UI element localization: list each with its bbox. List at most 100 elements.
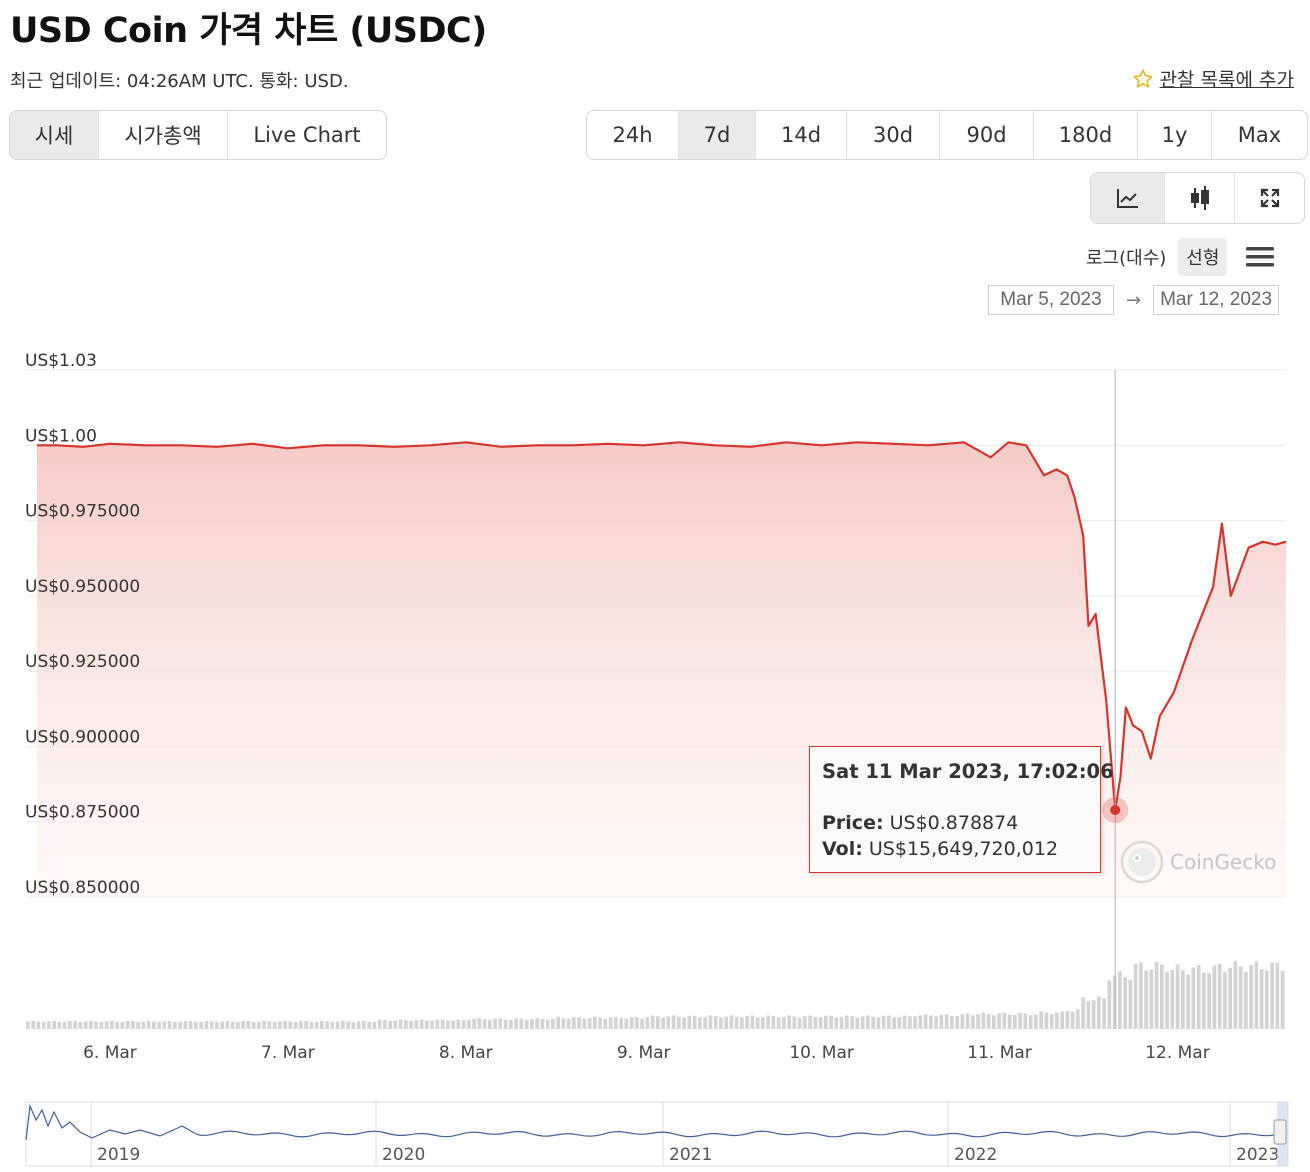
volume-bar bbox=[1102, 998, 1106, 1029]
volume-bar bbox=[1223, 971, 1227, 1029]
volume-bar bbox=[472, 1019, 476, 1029]
volume-bar bbox=[115, 1021, 119, 1029]
range-180d-button[interactable]: 180d bbox=[1034, 111, 1138, 159]
price-line bbox=[37, 441, 1287, 812]
volume-bar bbox=[545, 1019, 550, 1029]
volume-bar bbox=[1123, 977, 1127, 1029]
fullscreen-button[interactable] bbox=[1235, 173, 1304, 223]
fullscreen-icon bbox=[1260, 188, 1279, 208]
volume-bar bbox=[682, 1017, 686, 1029]
range-max-button[interactable]: Max bbox=[1237, 123, 1282, 147]
volume-bar bbox=[367, 1021, 371, 1029]
volume-bar bbox=[262, 1020, 266, 1029]
volume-bar bbox=[671, 1015, 676, 1029]
range-1y-button[interactable]: 1y bbox=[1138, 111, 1212, 159]
volume-bar bbox=[1149, 969, 1154, 1029]
x-tick-label: 9. Mar bbox=[617, 1043, 671, 1063]
volume-bar bbox=[104, 1021, 109, 1029]
volume-bar bbox=[540, 1019, 545, 1029]
tooltip-price-value: US$0.878874 bbox=[889, 812, 1019, 834]
volume-bar bbox=[1039, 1011, 1043, 1029]
volume-bar bbox=[792, 1016, 797, 1029]
volume-bar bbox=[1244, 971, 1248, 1029]
volume-bar bbox=[36, 1021, 41, 1029]
range-14d-button[interactable]: 14d bbox=[756, 111, 847, 159]
volume-bar bbox=[162, 1021, 167, 1029]
volume-bar bbox=[372, 1022, 377, 1029]
menu-icon[interactable] bbox=[1245, 245, 1275, 269]
volume-bar bbox=[251, 1022, 256, 1029]
tab-market-cap[interactable]: 시가총액 bbox=[99, 111, 228, 159]
volume-bar bbox=[1060, 1011, 1064, 1029]
volume-bar bbox=[629, 1017, 634, 1029]
watermark-text: CoinGecko bbox=[1170, 850, 1277, 874]
log-scale-button[interactable]: 로그(대수) bbox=[1086, 248, 1167, 269]
volume-bar bbox=[918, 1015, 923, 1029]
volume-bar bbox=[41, 1022, 46, 1029]
volume-bar bbox=[278, 1021, 282, 1029]
volume-bar bbox=[1144, 970, 1148, 1029]
volume-bar bbox=[992, 1015, 996, 1029]
volume-bar bbox=[62, 1021, 67, 1029]
volume-bar bbox=[246, 1021, 251, 1029]
add-to-watchlist-link[interactable]: 관찰 목록에 추가 bbox=[1132, 65, 1294, 92]
volume-bar bbox=[346, 1021, 350, 1029]
tab-live-chart[interactable]: Live Chart bbox=[253, 123, 361, 147]
candlestick-button[interactable] bbox=[1165, 173, 1235, 223]
line-chart-button[interactable] bbox=[1091, 173, 1165, 223]
volume-bar bbox=[209, 1021, 214, 1029]
volume-bar bbox=[78, 1022, 83, 1029]
tab-price[interactable]: 시세 bbox=[10, 111, 99, 159]
volume-bar bbox=[194, 1022, 198, 1029]
volume-bar bbox=[855, 1017, 860, 1029]
volume-bar bbox=[923, 1014, 928, 1029]
volume-bar bbox=[215, 1022, 219, 1029]
navigator[interactable]: 2019 2020 2021 2022 2023 bbox=[25, 1101, 1289, 1167]
navigator-year-label: 2023 bbox=[1236, 1145, 1279, 1165]
volume-bar bbox=[220, 1021, 224, 1029]
date-from-input[interactable] bbox=[988, 285, 1114, 315]
volume-bar bbox=[288, 1021, 293, 1029]
volume-bar bbox=[1175, 964, 1180, 1029]
volume-bar bbox=[1228, 967, 1232, 1029]
navigator-handle[interactable] bbox=[1273, 1119, 1287, 1145]
volume-bar bbox=[1170, 970, 1175, 1029]
volume-bar bbox=[320, 1021, 324, 1029]
range-7d-button[interactable]: 7d bbox=[679, 111, 756, 159]
price-chart[interactable]: US$1.03 US$1.00 US$0.975000 US$0.950000 US$0… bbox=[0, 330, 1310, 1172]
linear-scale-button[interactable]: 선형 bbox=[1178, 238, 1228, 276]
volume-bar bbox=[729, 1015, 734, 1029]
navigator-line bbox=[25, 1103, 1281, 1141]
y-tick-label: US$0.875000 bbox=[25, 803, 140, 823]
volume-bar bbox=[850, 1016, 854, 1029]
volume-bar bbox=[26, 1021, 30, 1029]
volume-bar bbox=[110, 1020, 114, 1029]
volume-bar bbox=[787, 1015, 791, 1029]
chart-type-tabs bbox=[1090, 172, 1305, 224]
volume-bar bbox=[514, 1018, 518, 1029]
volume-bar bbox=[1270, 962, 1274, 1029]
volume-bar bbox=[31, 1020, 35, 1029]
volume-bar bbox=[1212, 965, 1217, 1029]
volume-bar bbox=[299, 1021, 303, 1029]
volume-bar bbox=[556, 1016, 560, 1029]
volume-bar bbox=[362, 1020, 366, 1029]
volume-bar bbox=[845, 1015, 849, 1029]
volume-bar bbox=[771, 1016, 776, 1029]
volume-bar bbox=[330, 1022, 335, 1029]
range-30d-button[interactable]: 30d bbox=[847, 111, 940, 159]
volume-bar bbox=[887, 1015, 891, 1029]
volume-bar bbox=[477, 1018, 482, 1029]
range-90d-button[interactable]: 90d bbox=[940, 111, 1034, 159]
volume-bar bbox=[1028, 1015, 1033, 1029]
volume-bar bbox=[808, 1015, 812, 1029]
navigator-year-label: 2020 bbox=[382, 1145, 425, 1165]
volume-bar bbox=[929, 1015, 933, 1029]
date-to-input[interactable] bbox=[1153, 285, 1280, 315]
volume-bar bbox=[451, 1020, 455, 1029]
range-24h-button[interactable]: 24h bbox=[587, 111, 679, 159]
volume-bar bbox=[661, 1017, 665, 1029]
volume-bar bbox=[1191, 967, 1196, 1029]
navigator-year-label: 2019 bbox=[97, 1145, 140, 1165]
volume-bar bbox=[440, 1019, 445, 1029]
